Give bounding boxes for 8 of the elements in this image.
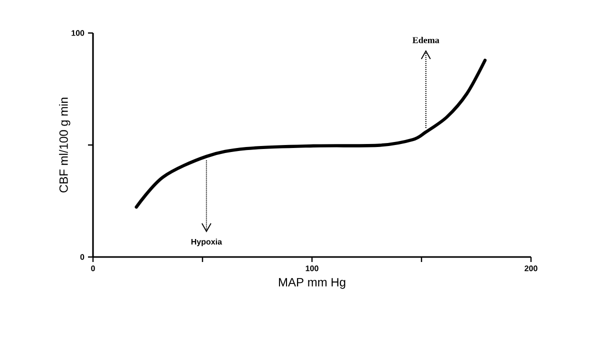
y-axis-title: CBF ml/100 g min (59, 98, 70, 192)
x-tick-label: 100 (306, 266, 318, 272)
line-series (134, 58, 487, 209)
x-tick-label: 200 (524, 266, 538, 272)
x-axis-title: MAP mm Hg (278, 278, 346, 289)
annotation: Edema (412, 36, 440, 44)
x-tick-label: 0 (91, 266, 95, 272)
annotation: Hypoxia (191, 238, 222, 246)
